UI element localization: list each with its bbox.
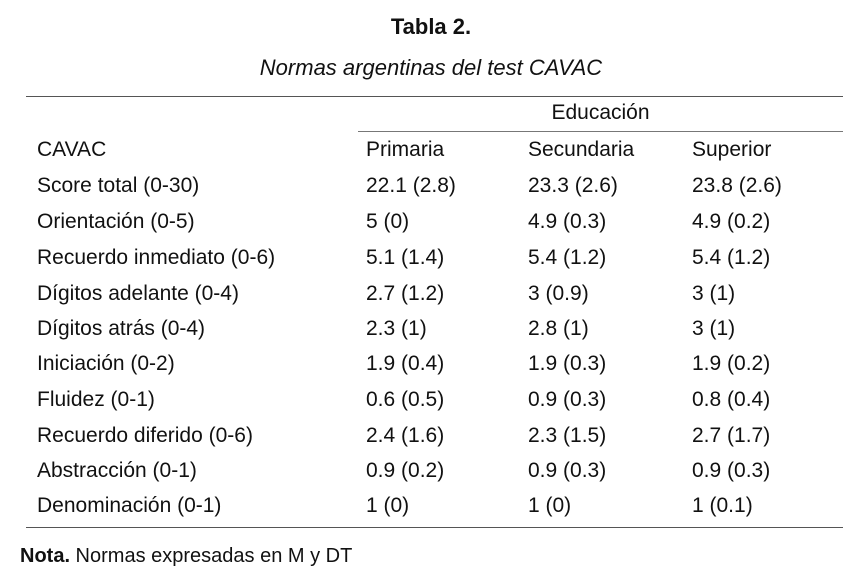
cell-superior: 3 (1) xyxy=(692,282,736,305)
row-label: Score total (0-30) xyxy=(37,174,200,197)
cell-secundaria: 2.8 (1) xyxy=(528,317,589,340)
column-header-secundaria: Secundaria xyxy=(528,138,635,161)
cell-superior: 2.7 (1.7) xyxy=(692,424,771,447)
cell-secundaria: 0.9 (0.3) xyxy=(528,388,607,411)
note-text: Normas expresadas en M y DT xyxy=(70,545,353,567)
cell-primaria: 22.1 (2.8) xyxy=(366,174,456,197)
cell-secundaria: 3 (0.9) xyxy=(528,282,589,305)
cell-primaria: 5.1 (1.4) xyxy=(366,246,445,269)
cell-superior: 4.9 (0.2) xyxy=(692,210,771,233)
cell-secundaria: 23.3 (2.6) xyxy=(528,174,618,197)
cell-secundaria: 5.4 (1.2) xyxy=(528,246,607,269)
group-header-education: Educación xyxy=(551,101,650,124)
cell-secundaria: 4.9 (0.3) xyxy=(528,210,607,233)
cell-superior: 3 (1) xyxy=(692,317,736,340)
table-title: Tabla 2. xyxy=(390,14,472,39)
cell-superior: 0.9 (0.3) xyxy=(692,459,771,482)
cell-secundaria: 0.9 (0.3) xyxy=(528,459,607,482)
row-label: Recuerdo inmediato (0-6) xyxy=(37,246,276,269)
cell-primaria: 1 (0) xyxy=(366,494,410,517)
row-label: Dígitos adelante (0-4) xyxy=(37,282,239,305)
note-label: Nota. xyxy=(20,545,70,567)
row-label: Recuerdo diferido (0-6) xyxy=(37,424,253,447)
row-label: Denominación (0-1) xyxy=(37,494,222,517)
cell-superior: 1 (0.1) xyxy=(692,494,753,517)
cell-primaria: 5 (0) xyxy=(366,210,410,233)
column-header-superior: Superior xyxy=(692,138,772,161)
cell-secundaria: 2.3 (1.5) xyxy=(528,424,607,447)
cell-primaria: 2.4 (1.6) xyxy=(366,424,445,447)
cell-superior: 0.8 (0.4) xyxy=(692,388,771,411)
row-label: Iniciación (0-2) xyxy=(37,352,175,375)
table-bottom-rule xyxy=(26,527,843,528)
cell-primaria: 1.9 (0.4) xyxy=(366,352,445,375)
row-label: Dígitos atrás (0-4) xyxy=(37,317,206,340)
group-header-rule xyxy=(358,131,843,132)
cell-primaria: 2.7 (1.2) xyxy=(366,282,445,305)
cell-superior: 1.9 (0.2) xyxy=(692,352,771,375)
cell-secundaria: 1 (0) xyxy=(528,494,572,517)
column-header-cavac: CAVAC xyxy=(37,138,107,161)
table-subtitle: Normas argentinas del test CAVAC xyxy=(259,55,603,80)
row-label: Abstracción (0-1) xyxy=(37,459,197,482)
row-label: Orientación (0-5) xyxy=(37,210,195,233)
table-top-rule xyxy=(26,96,843,97)
cell-primaria: 2.3 (1) xyxy=(366,317,427,340)
column-header-primaria: Primaria xyxy=(366,138,445,161)
table-note: Nota. Normas expresadas en M y DT xyxy=(20,545,352,568)
cell-superior: 5.4 (1.2) xyxy=(692,246,771,269)
cell-primaria: 0.9 (0.2) xyxy=(366,459,445,482)
cell-superior: 23.8 (2.6) xyxy=(692,174,782,197)
cell-secundaria: 1.9 (0.3) xyxy=(528,352,607,375)
cell-primaria: 0.6 (0.5) xyxy=(366,388,445,411)
row-label: Fluidez (0-1) xyxy=(37,388,155,411)
